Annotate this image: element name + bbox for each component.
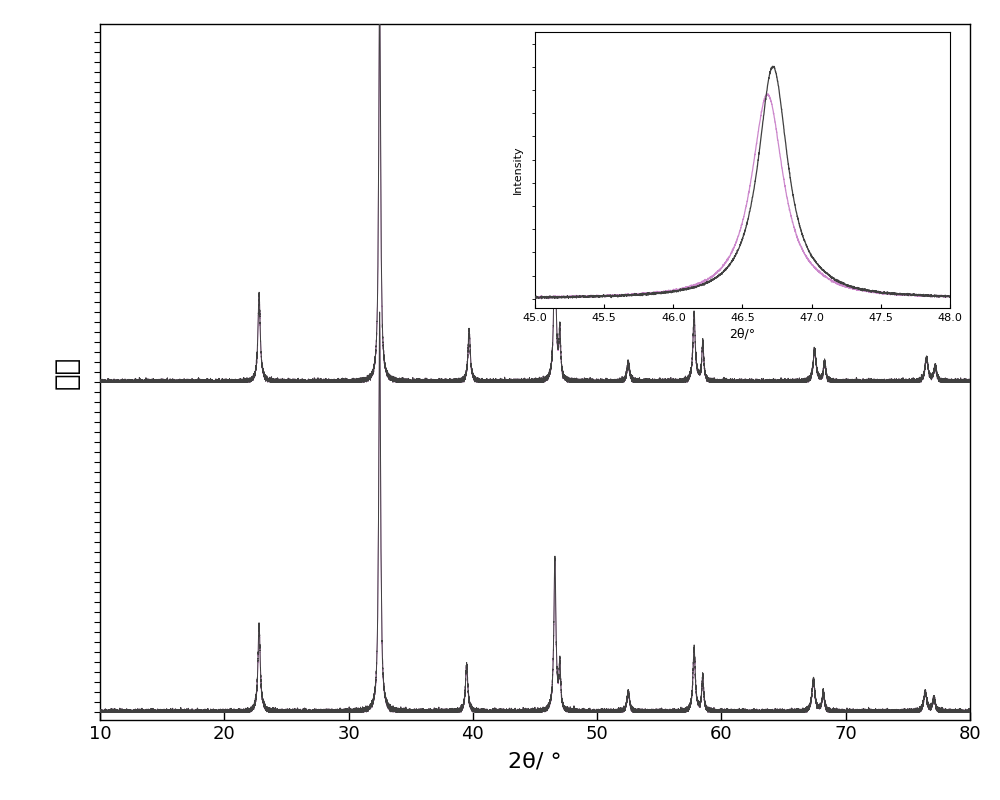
Y-axis label: 强度: 强度 [53,355,81,389]
X-axis label: 2θ/°: 2θ/° [729,327,756,340]
X-axis label: 2θ/ °: 2θ/ ° [508,751,562,771]
Y-axis label: Intensity: Intensity [513,146,523,194]
